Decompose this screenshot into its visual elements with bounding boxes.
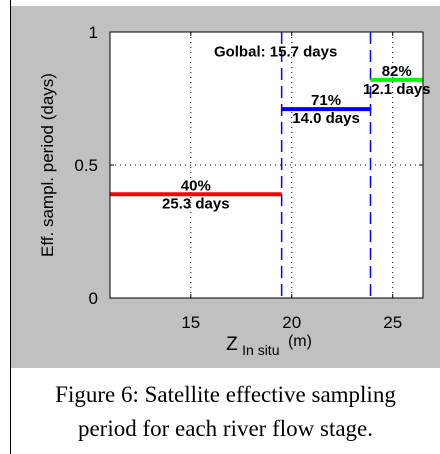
figure-caption: Figure 6: Satellite effective sampling p… bbox=[11, 378, 440, 446]
y-tick-label: 1 bbox=[89, 23, 98, 42]
segments bbox=[110, 77, 423, 197]
x-axis-label-subscript: In situ bbox=[242, 342, 279, 358]
axis-ticks: 15 20 25 0 0.5 1 bbox=[74, 23, 423, 332]
x-axis-label-main: Z bbox=[226, 334, 238, 355]
x-axis-label-unit: (m) bbox=[288, 333, 312, 350]
segment-percent-label: 82% bbox=[382, 63, 412, 80]
x-tick-label: 20 bbox=[282, 313, 301, 332]
segment-percent-label: 71% bbox=[311, 92, 341, 109]
chart: 15 20 25 0 0.5 1 40%25.3 days 71%14.0 days 82%1… bbox=[38, 23, 431, 359]
x-tick-label: 15 bbox=[181, 313, 200, 332]
threshold-lines bbox=[280, 32, 372, 298]
x-axis-label: Z In situ (m) bbox=[226, 333, 312, 359]
y-tick-label: 0 bbox=[89, 289, 98, 308]
left-rule bbox=[10, 0, 11, 454]
segment-days-label: 14.0 days bbox=[292, 110, 360, 127]
x-tick-label: 25 bbox=[383, 313, 402, 332]
y-axis-label: Eff. sampl. period (days) bbox=[38, 73, 57, 257]
global-period-label: Golbal: 15.7 days bbox=[214, 44, 337, 61]
data-labels: 40%25.3 days 71%14.0 days 82%12.1 days Golb… bbox=[162, 44, 430, 213]
segment-days-label: 12.1 days bbox=[363, 81, 431, 98]
caption-line-2: period for each river flow stage. bbox=[77, 416, 374, 441]
plot-area bbox=[110, 32, 423, 298]
figure-panel: 15 20 25 0 0.5 1 40% 25.3 days 71% 14.0 days 82% 1… bbox=[11, 6, 440, 368]
segment-percent-label: 40% bbox=[181, 177, 211, 194]
segment-days-label: 25.3 days bbox=[162, 195, 230, 212]
caption-line-1: Figure 6: Satellite effective sampling bbox=[55, 382, 396, 407]
y-tick-label: 0.5 bbox=[74, 156, 98, 175]
